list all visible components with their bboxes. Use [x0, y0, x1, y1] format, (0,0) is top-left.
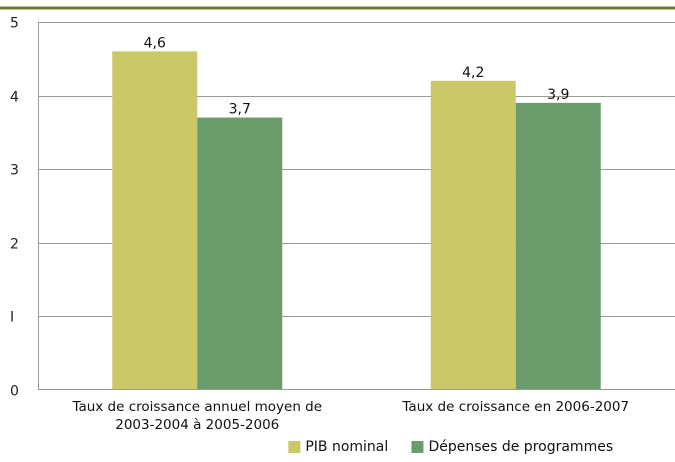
y-tick-label: 4 [10, 90, 19, 106]
data-label: 4,2 [462, 65, 484, 81]
y-tick-label: 0 [10, 384, 19, 400]
category-label: Taux de croissance en 2006-2007 [401, 399, 629, 415]
data-label: 3,9 [547, 87, 569, 103]
data-label: 4,6 [144, 35, 166, 51]
data-label: 3,7 [229, 102, 251, 118]
bar [197, 117, 283, 390]
bar [430, 80, 516, 390]
legend-swatch [288, 441, 301, 453]
category-labels: Taux de croissance annuel moyen de 2003-2… [71, 399, 629, 433]
y-tick-label: I [10, 310, 14, 326]
bar [112, 51, 198, 390]
legend-label: PIB nominal [305, 439, 388, 455]
y-tick-label: 2 [10, 237, 19, 253]
legend-swatch [411, 441, 424, 453]
data-labels: 4,6 3,7 4,2 3,9 [144, 35, 570, 117]
y-tick-label: 5 [10, 16, 19, 32]
legend-label: Dépenses de programmes [428, 439, 613, 455]
y-axis-ticks: 0 I 2 3 4 5 [10, 16, 19, 400]
bars [112, 51, 601, 390]
y-tick-label: 3 [10, 163, 19, 179]
legend: PIB nominal Dépenses de programmes [288, 439, 613, 455]
bar [515, 102, 601, 390]
category-label: Taux de croissance annuel moyen de 2003-2… [71, 399, 322, 433]
